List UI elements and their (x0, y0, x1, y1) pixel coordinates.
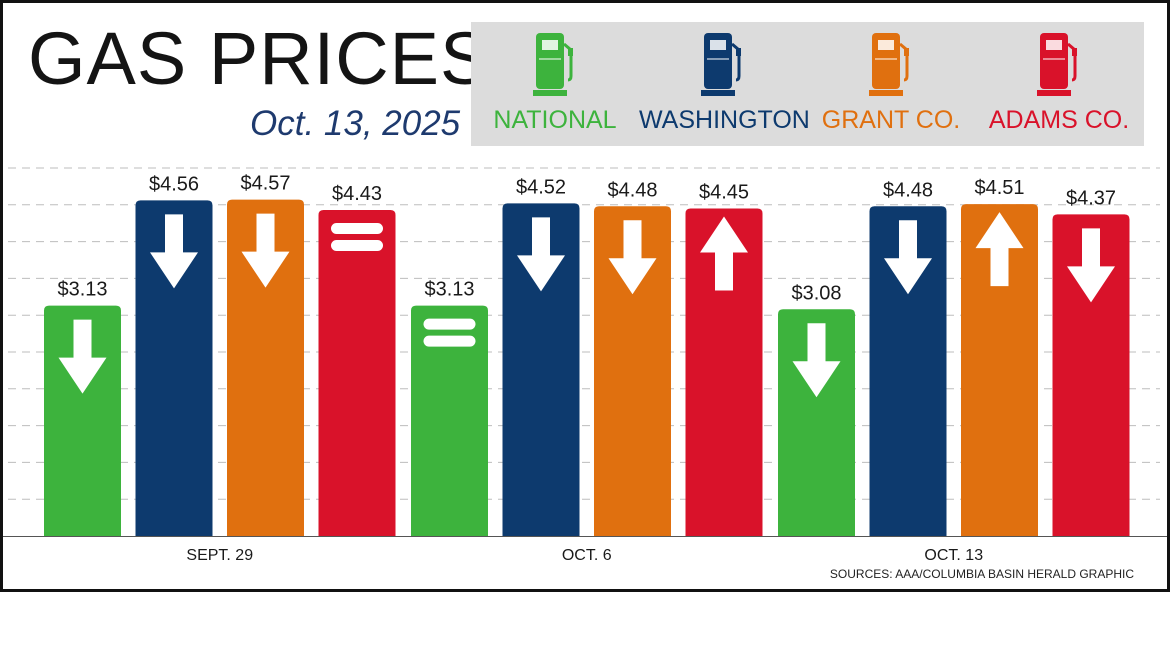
data-label: $4.48 (607, 179, 657, 201)
down-arrow-icon (1067, 228, 1115, 303)
legend-item-national: NATIONAL (471, 22, 639, 146)
bar (961, 204, 1038, 536)
legend-label-washington: WASHINGTON (639, 106, 810, 134)
bar (502, 203, 580, 536)
bar (135, 200, 213, 536)
down-arrow-icon (241, 213, 290, 288)
bar (1052, 214, 1130, 537)
gas-pump-icon (1037, 33, 1077, 96)
equal-sign-icon (331, 239, 383, 251)
equal-sign-icon (423, 318, 476, 330)
data-label: $4.37 (1066, 187, 1116, 209)
legend-item-washington: WASHINGTON (639, 22, 810, 146)
data-label: $4.57 (240, 173, 290, 195)
bar (411, 305, 488, 536)
down-arrow-icon (517, 217, 565, 292)
bar (869, 206, 947, 536)
source-credit: SOURCES: AAA/COLUMBIA BASIN HERALD GRAPH… (829, 567, 1134, 581)
down-arrow-icon (792, 323, 841, 398)
date-subtitle: Oct. 13, 2025 (250, 104, 461, 143)
data-label: $4.43 (332, 183, 382, 205)
legend-item-adams: ADAMS CO. (975, 22, 1143, 146)
legend: NATIONAL WASHINGTON GRANT CO. ADAMS CO. (471, 22, 1144, 146)
data-label: $4.52 (516, 176, 566, 198)
down-arrow-icon (608, 220, 657, 295)
page-title: GAS PRICES (28, 17, 491, 100)
data-label: $3.13 (57, 279, 107, 301)
legend-label-grant: GRANT CO. (821, 106, 961, 134)
up-arrow-icon (700, 216, 748, 291)
legend-label-adams: ADAMS CO. (988, 106, 1130, 134)
bar (594, 206, 671, 536)
legend-item-grant: GRANT CO. (807, 22, 975, 146)
down-arrow-icon (884, 220, 932, 295)
gas-pump-icon (701, 33, 741, 96)
data-label: $4.48 (883, 179, 933, 201)
down-arrow-icon (150, 214, 198, 289)
down-arrow-icon (58, 319, 107, 394)
data-label: $4.56 (149, 173, 199, 195)
gas-pump-icon (869, 33, 909, 96)
legend-label-national: NATIONAL (493, 106, 617, 134)
bar-chart: $3.13 $4.56 $4.57 $4.43 SEPT. 29 $3.13 $4.52 $4… (3, 167, 1167, 564)
category-label: SEPT. 29 (186, 547, 253, 564)
data-label: $4.51 (974, 177, 1024, 199)
data-label: $4.45 (699, 181, 749, 203)
category-label: OCT. 13 (924, 547, 983, 564)
data-label: $3.13 (424, 279, 474, 301)
up-arrow-icon (975, 212, 1024, 287)
data-label: $3.08 (791, 282, 841, 304)
bar (227, 199, 304, 536)
bar (685, 208, 763, 537)
gas-pump-icon (533, 33, 573, 96)
equal-sign-icon (423, 335, 476, 347)
bar (318, 209, 396, 536)
equal-sign-icon (331, 222, 383, 234)
category-label: OCT. 6 (562, 547, 612, 564)
